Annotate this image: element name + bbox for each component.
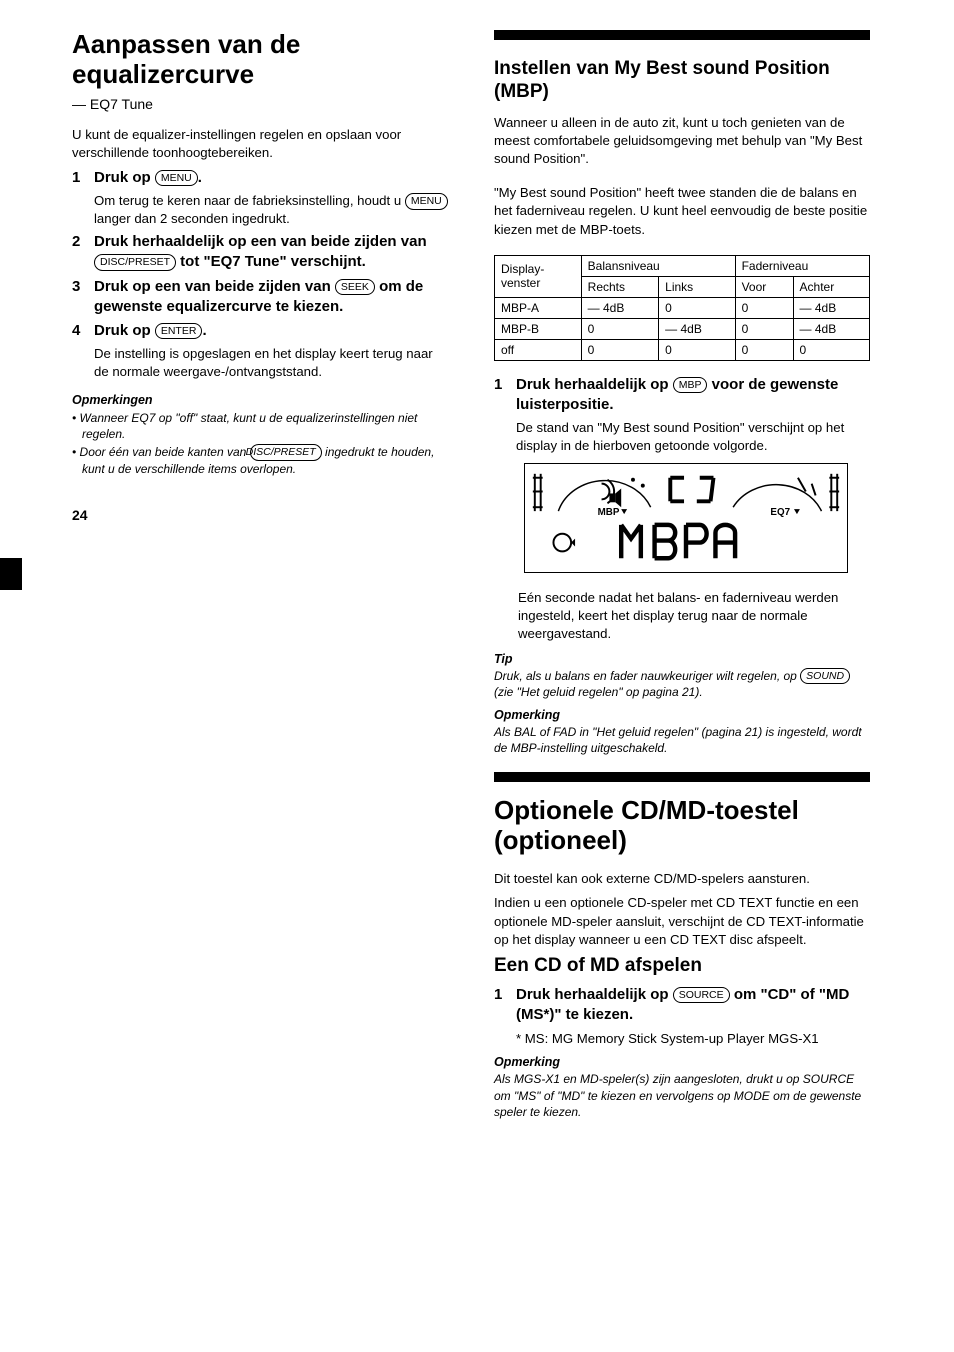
step4-sub: De instelling is opgeslagen en het displ… <box>94 345 450 381</box>
tip-text: Druk, als u balans en fader nauwkeuriger… <box>494 668 870 700</box>
row-off: off <box>495 339 582 360</box>
step-num: 4 <box>72 321 94 381</box>
step-text: Druk op ENTER. De instelling is opgeslag… <box>94 321 450 381</box>
note-heading: Opmerking <box>494 708 870 722</box>
step-num: 2 <box>72 232 94 273</box>
sound-pill: SOUND <box>800 668 850 684</box>
step-num: 1 <box>494 985 516 1047</box>
source-pill: SOURCE <box>673 987 730 1003</box>
note-item: Door één van beide kanten van DISC/PRESE… <box>72 444 450 476</box>
enter-pill: ENTER <box>155 323 203 339</box>
seek-pill: SEEK <box>335 279 375 295</box>
play-steps: 1 Druk herhaaldelijk op SOURCE om "CD" o… <box>494 985 870 1047</box>
cdmd-lead1: Dit toestel kan ook externe CD/MD-speler… <box>494 870 870 888</box>
step-text: Druk herhaaldelijk op SOURCE om "CD" of … <box>516 985 870 1047</box>
th-right: Rechts <box>581 276 658 297</box>
cell: — 4dB <box>659 318 735 339</box>
step-text: Druk herhaaldelijk op MBP voor de gewens… <box>516 375 870 455</box>
cdmd-lead2: Indien u een optionele CD-speler met CD … <box>494 894 870 949</box>
disc-preset-pill: DISC/PRESET <box>250 444 322 460</box>
eq7-subhead: — EQ7 Tune <box>72 96 450 112</box>
lcd-mbp-label: MBP <box>598 507 620 518</box>
note-heading2: Opmerking <box>494 1055 870 1069</box>
notes-heading: Opmerkingen <box>72 393 450 407</box>
cdmd-heading: Optionele CD/MD-toestel (optioneel) <box>494 796 870 856</box>
th-left: Links <box>659 276 735 297</box>
step-text: Druk herhaaldelijk op een van beide zijd… <box>94 232 450 273</box>
th-display: Display-venster <box>495 255 582 297</box>
note-text2: Als MGS-X1 en MD-speler(s) zijn aangeslo… <box>494 1071 870 1120</box>
mbp-step-sub: De stand van "My Best sound Position" ve… <box>516 419 870 455</box>
lcd-display: MBP EQ7 <box>524 463 848 573</box>
lcd-svg: MBP EQ7 <box>525 464 847 572</box>
notes-list: Wanneer EQ7 op "off" staat, kunt u de eq… <box>72 410 450 477</box>
cell: — 4dB <box>793 318 869 339</box>
mbp-steps: 1 Druk herhaaldelijk op MBP voor de gewe… <box>494 375 870 455</box>
left-column: Aanpassen van de equalizercurve — EQ7 Tu… <box>72 30 450 1126</box>
eq7-lead: U kunt de equalizer-instellingen regelen… <box>72 126 450 162</box>
right-column: Instellen van My Best sound Position (MB… <box>494 30 870 1126</box>
cell: 0 <box>735 339 793 360</box>
section-divider-bar <box>494 30 870 40</box>
th-fader: Faderniveau <box>735 255 869 276</box>
after-lcd-text: Eén seconde nadat het balans- en faderni… <box>518 589 870 644</box>
cell: 0 <box>659 339 735 360</box>
th-rear: Achter <box>793 276 869 297</box>
row-mbpa: MBP-A <box>495 297 582 318</box>
step-num: 1 <box>72 168 94 228</box>
step-num: 3 <box>72 277 94 318</box>
page-edge-tab <box>0 558 22 590</box>
note-text: Als BAL of FAD in "Het geluid regelen" (… <box>494 724 870 756</box>
eq7-heading: Aanpassen van de equalizercurve <box>72 30 450 90</box>
tip-heading: Tip <box>494 652 870 666</box>
mbp-para2: "My Best sound Position" heeft twee stan… <box>494 184 870 239</box>
row-mbpb: MBP-B <box>495 318 582 339</box>
cell: 0 <box>735 318 793 339</box>
play-cd-heading: Een CD of MD afspelen <box>494 955 870 977</box>
cell: — 4dB <box>581 297 658 318</box>
note-item: Wanneer EQ7 op "off" staat, kunt u de eq… <box>72 410 450 442</box>
menu-button-pill: MENU <box>155 170 198 186</box>
cell: — 4dB <box>793 297 869 318</box>
source-footnote: * MS: MG Memory Stick System-up Player M… <box>516 1030 870 1048</box>
cell: 0 <box>581 318 658 339</box>
cell: 0 <box>581 339 658 360</box>
mbp-para1: Wanneer u alleen in de auto zit, kunt u … <box>494 114 870 169</box>
menu-button-pill: MENU <box>405 193 448 209</box>
mbp-table: Display-venster Balansniveau Faderniveau… <box>494 255 870 361</box>
mbp-heading: Instellen van My Best sound Position (MB… <box>494 58 870 104</box>
lcd-eq7-label: EQ7 <box>770 507 790 518</box>
step-text: Druk op een van beide zijden van SEEK om… <box>94 277 450 318</box>
section-divider-bar <box>494 772 870 782</box>
th-front: Voor <box>735 276 793 297</box>
mbp-pill: MBP <box>673 377 708 393</box>
cell: 0 <box>735 297 793 318</box>
step-num: 1 <box>494 375 516 455</box>
disc-preset-pill: DISC/PRESET <box>94 254 176 270</box>
cell: 0 <box>793 339 869 360</box>
eq7-steps: 1 Druk op MENU. Om terug te keren naar d… <box>72 168 450 381</box>
cell: 0 <box>659 297 735 318</box>
step1-sub: Om terug te keren naar de fabrieksinstel… <box>94 192 450 228</box>
th-balance: Balansniveau <box>581 255 735 276</box>
step-text: Druk op MENU. Om terug te keren naar de … <box>94 168 450 228</box>
page-number: 24 <box>72 507 450 523</box>
